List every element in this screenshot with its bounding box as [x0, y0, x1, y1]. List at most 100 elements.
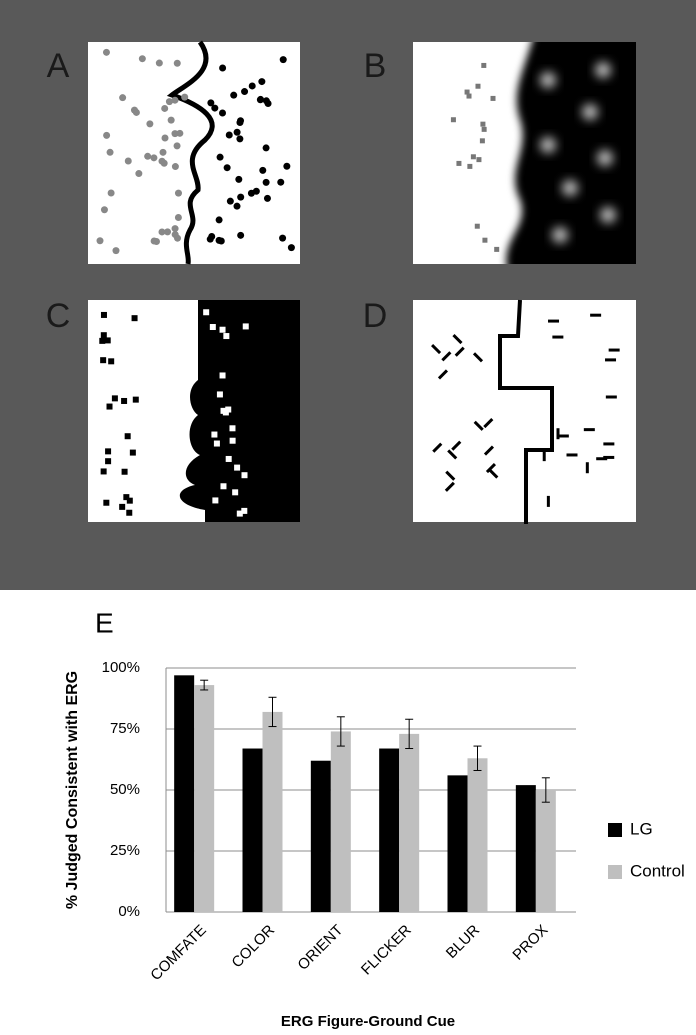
- x-tick-label: BLUR: [443, 921, 483, 961]
- square: [103, 499, 110, 506]
- dot: [171, 225, 179, 233]
- dot: [107, 189, 115, 197]
- square: [242, 323, 249, 330]
- blurred-dot: [597, 150, 613, 166]
- x-axis-title: ERG Figure-Ground Cue: [281, 1013, 455, 1030]
- blurred-dot: [540, 72, 556, 88]
- square: [467, 163, 473, 169]
- bar: [467, 758, 488, 912]
- blurred-dot: [600, 207, 616, 223]
- oriented-bar: [445, 470, 456, 481]
- oriented-bar: [483, 417, 494, 429]
- blurred-dot: [540, 137, 556, 153]
- bar: [174, 675, 195, 912]
- square: [126, 497, 133, 504]
- oriented-bar: [451, 440, 462, 451]
- dot: [262, 97, 270, 105]
- dot: [235, 175, 243, 183]
- blurred-dot: [552, 227, 568, 243]
- dot: [158, 228, 166, 236]
- square: [123, 494, 130, 501]
- dot: [167, 116, 175, 124]
- square: [480, 121, 486, 127]
- dot: [150, 237, 158, 245]
- dot: [262, 144, 270, 152]
- dot: [215, 216, 223, 224]
- dot: [236, 135, 244, 143]
- panel-b-figure: [506, 42, 636, 264]
- dot: [257, 95, 265, 103]
- square: [466, 93, 472, 99]
- dot: [130, 106, 138, 114]
- bar: [310, 760, 331, 912]
- dot: [226, 197, 234, 205]
- square: [126, 509, 133, 516]
- oriented-bar: [488, 468, 499, 479]
- square: [121, 397, 128, 404]
- oriented-bar: [441, 351, 452, 362]
- dot: [138, 55, 146, 63]
- dot: [263, 194, 271, 202]
- error-bar: [200, 679, 209, 691]
- dot: [237, 231, 245, 239]
- square: [108, 358, 115, 365]
- dot: [171, 130, 179, 138]
- bar: [379, 748, 400, 912]
- bar: [515, 785, 536, 912]
- dot: [102, 48, 110, 56]
- square: [481, 62, 487, 68]
- dot: [171, 163, 179, 171]
- square: [474, 223, 480, 229]
- square: [223, 333, 230, 340]
- square: [494, 246, 500, 252]
- dot: [215, 236, 223, 244]
- dot: [258, 78, 266, 86]
- dot: [124, 157, 132, 165]
- panel-label: D: [363, 297, 388, 335]
- dot: [173, 59, 181, 67]
- dot: [207, 99, 215, 107]
- error-bar: [336, 716, 345, 747]
- square: [105, 458, 112, 465]
- y-tick-label: 75%: [110, 720, 140, 737]
- square: [229, 437, 236, 444]
- plot: 0% 25% 50% 75% 100% COMFATE COLOR ORIENT FLICKER…: [102, 659, 685, 984]
- square: [131, 315, 138, 322]
- blurred-dot: [582, 104, 598, 120]
- square: [232, 489, 239, 496]
- square: [216, 391, 223, 398]
- bar: [535, 790, 556, 912]
- dot: [159, 148, 167, 156]
- dot: [223, 164, 231, 172]
- dot: [277, 178, 285, 186]
- oriented-bar: [473, 420, 484, 431]
- square: [241, 472, 248, 479]
- oriented-bar: [483, 445, 495, 456]
- square: [479, 138, 485, 144]
- bar: [399, 733, 420, 912]
- y-tick-label: 0%: [118, 903, 140, 920]
- dot: [144, 152, 152, 160]
- dot: [165, 98, 173, 106]
- legend-swatch: [608, 823, 622, 837]
- dot: [112, 247, 120, 255]
- dot: [225, 131, 233, 139]
- panel-label: B: [364, 47, 387, 85]
- panel-d-border: [498, 299, 554, 524]
- x-tick-label: FLICKER: [358, 922, 415, 979]
- dot: [279, 234, 287, 242]
- square: [100, 311, 107, 318]
- square: [100, 332, 107, 339]
- dot: [174, 214, 182, 222]
- dot: [219, 109, 227, 117]
- square: [229, 425, 236, 432]
- square: [100, 468, 107, 475]
- y-tick-label: 100%: [102, 659, 140, 676]
- dot: [100, 206, 108, 214]
- x-tick-label: ORIENT: [294, 922, 346, 974]
- panel-label: A: [47, 47, 70, 85]
- dot: [155, 59, 163, 67]
- dot: [96, 237, 104, 245]
- dot: [160, 159, 168, 167]
